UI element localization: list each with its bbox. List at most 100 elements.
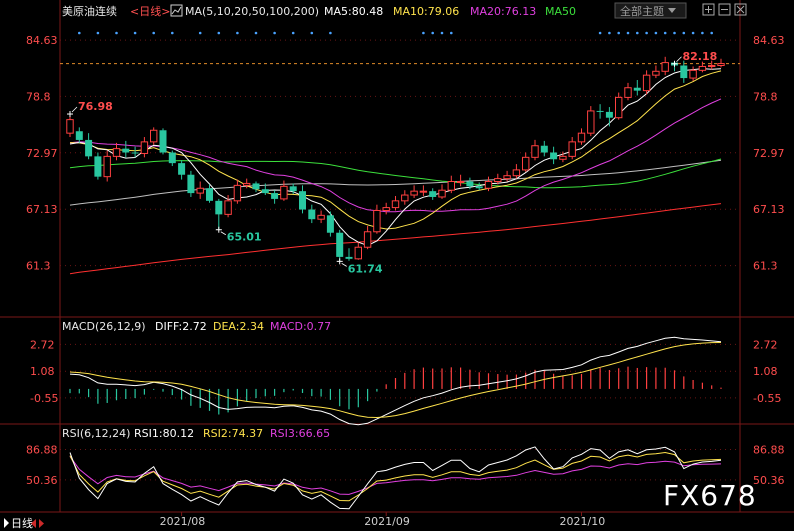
- candle: [661, 56, 669, 76]
- rsi-panel: 86.88 86.88 50.36 50.36: [26, 444, 785, 510]
- candle: [642, 70, 651, 95]
- price-tick-right: 78.8: [753, 90, 778, 103]
- candle: [326, 211, 334, 237]
- event-dot: [663, 31, 667, 35]
- candle-body-up: [224, 200, 232, 215]
- macd-tick-right: 1.08: [753, 365, 778, 378]
- candle: [233, 179, 242, 204]
- candle-body-down: [596, 110, 604, 112]
- candle-body-down: [326, 215, 334, 233]
- period-tag[interactable]: <日线>: [130, 4, 170, 18]
- theme-select[interactable]: [614, 2, 687, 19]
- candle: [540, 140, 548, 157]
- candle: [438, 184, 446, 199]
- candle: [178, 160, 186, 180]
- candle: [131, 146, 139, 158]
- candle: [429, 188, 437, 200]
- grid-lines: [60, 39, 740, 267]
- candle: [363, 225, 372, 250]
- candle-body-up: [689, 69, 697, 79]
- candle-body-down: [289, 186, 297, 192]
- candle: [652, 65, 660, 79]
- candle-body-down: [271, 193, 279, 199]
- event-dot: [598, 31, 602, 35]
- candle-body-up: [503, 175, 511, 180]
- footer: 日线 FX678: [4, 479, 756, 530]
- rsi-title: RSI(6,12,24): [62, 427, 130, 440]
- candle-body-up: [150, 129, 158, 143]
- candle-body-up: [196, 187, 204, 194]
- candle-body-down: [605, 111, 613, 118]
- candle: [280, 180, 288, 201]
- candle: [475, 182, 483, 191]
- candle: [680, 60, 688, 83]
- candle: [112, 142, 121, 161]
- candle-body-up: [391, 200, 400, 209]
- ma-chart-icon-line: [171, 6, 182, 15]
- price-tick-left: 72.97: [26, 147, 58, 160]
- ma-chart-icon[interactable]: [170, 4, 183, 17]
- event-dot: [310, 31, 314, 35]
- candle-body-up: [233, 184, 242, 202]
- candle: [271, 190, 279, 204]
- event-dot: [450, 31, 453, 35]
- candle: [577, 128, 586, 145]
- event-dot: [254, 31, 258, 35]
- period-button[interactable]: 日线: [11, 516, 33, 530]
- macd-title: MACD(26,12,9): [62, 320, 146, 333]
- close-panel-icon[interactable]: [734, 3, 747, 16]
- minimize-panel-icon[interactable]: [718, 3, 731, 16]
- price-tick-left: 67.13: [26, 203, 58, 216]
- candlesticks: [66, 56, 725, 262]
- event-dot: [198, 31, 202, 35]
- rsi3-label: RSI3:66.65: [270, 427, 330, 440]
- candle-body-up: [140, 141, 149, 154]
- close-panel-icon-b: [736, 5, 745, 14]
- candle: [456, 174, 465, 187]
- event-dot: [617, 31, 620, 35]
- scroll-left-icon[interactable]: [31, 519, 36, 528]
- ma50-value: MA50: [545, 5, 576, 18]
- candle: [559, 151, 567, 163]
- event-dot: [654, 31, 658, 35]
- candle-body-up: [484, 181, 493, 189]
- candle-body-up: [103, 155, 111, 178]
- candle-body-up: [568, 141, 576, 157]
- candle-body-down: [94, 156, 102, 177]
- macd-tick-right: 2.72: [753, 338, 778, 351]
- candle-body-down: [475, 186, 483, 189]
- candle-body-down: [168, 152, 176, 164]
- candle: [261, 183, 269, 196]
- add-window-icon[interactable]: [702, 3, 715, 16]
- candle: [168, 150, 176, 167]
- candle-body-down: [680, 65, 688, 79]
- candle: [624, 82, 632, 101]
- scroll-right-icon[interactable]: [39, 519, 44, 528]
- candle-body-up: [401, 194, 409, 202]
- candle: [605, 107, 613, 127]
- rsi-tick-left: 86.88: [26, 444, 58, 457]
- period-marker-icon: [4, 518, 9, 528]
- candle: [708, 60, 716, 70]
- ma10-line: [69, 70, 722, 230]
- candle-body-down: [187, 174, 195, 194]
- event-dot: [78, 31, 81, 35]
- candle: [596, 104, 604, 119]
- extreme-leader-line: [220, 231, 227, 236]
- event-dot: [608, 31, 611, 35]
- ma5-line: [69, 68, 722, 247]
- candle: [689, 66, 697, 81]
- candle-body-up: [652, 70, 660, 76]
- candle-body-down: [261, 189, 269, 194]
- event-dot: [710, 31, 713, 35]
- candle: [206, 184, 213, 203]
- candle-body-up: [419, 190, 428, 193]
- candle-body-up: [642, 74, 651, 92]
- candle: [531, 139, 539, 161]
- rsi2-line: [69, 451, 722, 502]
- macd-diff-label: DIFF:2.72: [155, 320, 207, 333]
- date-label: 2021/08: [160, 515, 206, 528]
- candle: [503, 170, 511, 182]
- event-dot: [291, 31, 295, 35]
